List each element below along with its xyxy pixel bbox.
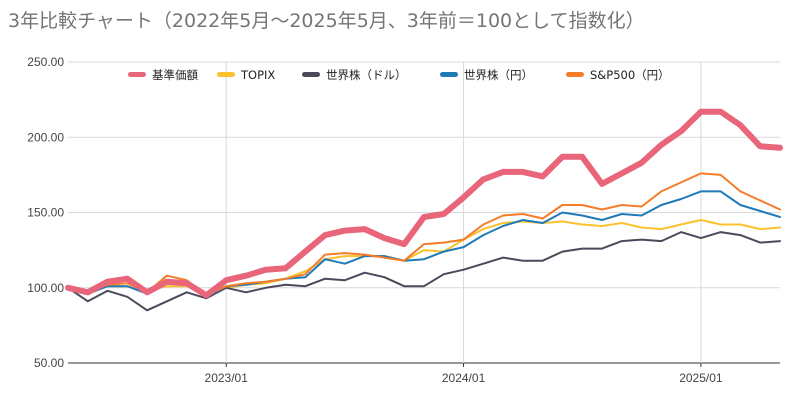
chart-title: 3年比較チャート（2022年5月〜2025年5月、3年前＝100として指数化） bbox=[8, 10, 645, 32]
legend-label: 世界株（ドル） bbox=[326, 68, 407, 82]
x-tick-label: 2025/01 bbox=[679, 371, 723, 385]
series-line bbox=[67, 172, 781, 297]
legend-label: TOPIX bbox=[240, 68, 275, 82]
series-line bbox=[65, 108, 783, 299]
series-line bbox=[67, 231, 781, 312]
grid-lines bbox=[68, 61, 780, 364]
x-tick-label: 2024/01 bbox=[442, 371, 486, 385]
legend-swatch bbox=[440, 72, 458, 77]
legend-label: S&P500（円） bbox=[590, 68, 670, 82]
legend-swatch bbox=[217, 72, 235, 77]
legend-swatch bbox=[566, 72, 584, 77]
legend: 基準価額 TOPIX 世界株（ドル） 世界株（円） S&P500（円） bbox=[128, 68, 670, 82]
x-axis: 2023/01 2024/01 2025/01 bbox=[205, 363, 723, 385]
y-tick-label: 50.00 bbox=[34, 356, 64, 370]
y-tick-label: 250.00 bbox=[27, 55, 64, 69]
legend-label: 世界株（円） bbox=[464, 68, 533, 82]
series-lines bbox=[65, 108, 783, 312]
y-tick-label: 200.00 bbox=[27, 130, 64, 144]
legend-swatch bbox=[128, 72, 146, 77]
y-axis: 250.00 200.00 150.00 100.00 50.00 bbox=[27, 55, 64, 370]
y-tick-label: 100.00 bbox=[27, 281, 64, 295]
legend-swatch bbox=[302, 72, 320, 77]
y-tick-label: 150.00 bbox=[27, 206, 64, 220]
legend-label: 基準価額 bbox=[152, 68, 198, 82]
x-tick-label: 2023/01 bbox=[205, 371, 249, 385]
